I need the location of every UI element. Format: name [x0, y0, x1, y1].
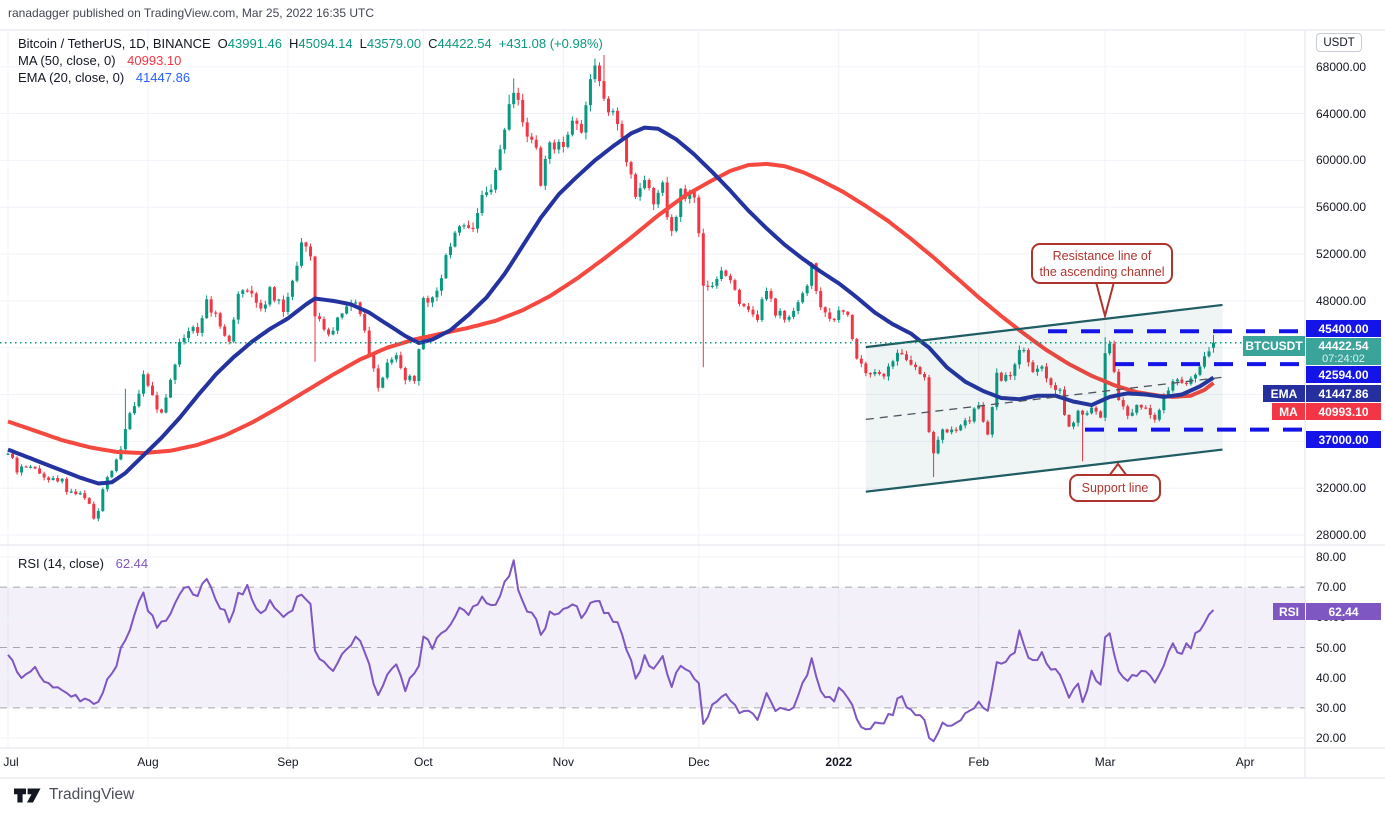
rsi-legend-row: RSI (14, close) 62.44: [18, 556, 148, 571]
rsi-tick-label: 30.00: [1316, 700, 1347, 715]
support-annotation: Support line: [1069, 474, 1161, 502]
tradingview-logo-icon: [14, 788, 41, 803]
price-level-badge-37000: 37000.00: [1306, 431, 1381, 448]
resistance-annotation: Resistance line of the ascending channel: [1031, 243, 1173, 284]
tradingview-brand-text: TradingView: [49, 786, 135, 803]
rsi-line: [7, 559, 1215, 743]
ohlc-high-value: 45094.14: [298, 36, 353, 51]
ema-value-badge: 41447.86: [1306, 385, 1381, 402]
time-axis-label-Dec: Dec: [688, 755, 710, 769]
ohlc-open-value: 43991.46: [227, 36, 283, 51]
time-axis-label-Mar: Mar: [1094, 755, 1116, 769]
ema-legend-value: 41447.86: [135, 70, 191, 85]
channel-resistance-line[interactable]: [865, 303, 1223, 349]
last-price-value: 44422.54: [1318, 338, 1369, 353]
rsi-tick-label: 40.00: [1316, 670, 1347, 685]
time-axis-label-Apr: Apr: [1235, 755, 1255, 769]
ohlc-low-value: 43579.00: [366, 36, 422, 51]
price-tick-label: 68000.00: [1316, 59, 1367, 74]
ma-tag: MA: [1272, 403, 1305, 420]
time-axis-label-Oct: Oct: [414, 755, 433, 769]
price-tick-label: 48000.00: [1316, 293, 1367, 308]
support-annotation-label: Support line: [1081, 481, 1149, 495]
ma50-line: [7, 161, 1215, 456]
channel-midline: [865, 376, 1223, 421]
btcusdt-symbol-tag: BTCUSDT: [1243, 336, 1305, 356]
time-axis-label-Feb: Feb: [968, 755, 990, 769]
ema-legend-label: EMA (20, close, 0): [18, 70, 125, 85]
price-tick-label: 64000.00: [1316, 106, 1367, 121]
change-value: +431.08 (+0.98%): [498, 36, 603, 51]
rsi-tick-label: 20.00: [1316, 731, 1347, 745]
ohlc-close-letter: C: [428, 36, 438, 51]
price-tick-label: 32000.00: [1316, 481, 1367, 496]
ema-tag: EMA: [1263, 385, 1305, 402]
ohlc-open-letter: O: [217, 36, 228, 51]
symbol-title: Bitcoin / TetherUS, 1D, BINANCE: [18, 36, 211, 51]
channel-support-line[interactable]: [865, 448, 1223, 493]
channel-fill: [865, 304, 1223, 492]
rsi-tick-label: 80.00: [1316, 550, 1347, 564]
price-level-badge-45400: 45400.00: [1306, 320, 1381, 337]
legend-ema-row: EMA (20, close, 0) 41447.86: [18, 70, 190, 85]
price-tick-label: 56000.00: [1316, 200, 1367, 215]
rsi-legend-value: 62.44: [115, 556, 149, 571]
resistance-annotation-line2: the ascending channel: [1039, 264, 1165, 279]
candles-layer: [6, 54, 1216, 522]
ma-legend-label: MA (50, close, 0): [18, 53, 116, 68]
ema20-line: [7, 125, 1215, 486]
rsi-tick-label: 50.00: [1316, 640, 1347, 655]
ohlc-close-value: 44422.54: [437, 36, 492, 51]
ma-legend-value: 40993.10: [127, 53, 182, 68]
rsi-value-badge: 62.44: [1306, 603, 1381, 620]
time-axis-label-Nov: Nov: [552, 755, 575, 769]
bar-countdown: 07:24:02: [1322, 352, 1365, 365]
rsi-legend-label: RSI (14, close): [18, 556, 104, 571]
price-tick-label: 52000.00: [1316, 247, 1367, 262]
price-tick-label: 60000.00: [1316, 153, 1367, 168]
time-axis-label-2022: 2022: [825, 755, 853, 769]
price-tick-label: 28000.00: [1316, 528, 1367, 543]
currency-usdt-button[interactable]: USDT: [1316, 33, 1362, 52]
time-axis-label-Sep: Sep: [277, 755, 299, 769]
time-axis-label-Jul: Jul: [3, 755, 19, 769]
published-line: ranadagger published on TradingView.com,…: [8, 6, 375, 20]
resistance-annotation-line1: Resistance line of: [1052, 248, 1152, 263]
time-axis-label-Aug: Aug: [137, 755, 159, 769]
ohlc-low-letter: L: [359, 36, 367, 51]
legend-ma-row: MA (50, close, 0) 40993.10: [18, 53, 181, 68]
price-level-badge-42594: 42594.00: [1306, 366, 1381, 383]
legend-symbol-row: Bitcoin / TetherUS, 1D, BINANCE O43991.46…: [18, 36, 603, 51]
rsi-tick-label: 70.00: [1316, 580, 1347, 595]
ma-value-badge: 40993.10: [1306, 403, 1381, 420]
resistance-annotation-tail: [1094, 281, 1116, 320]
rsi-tag: RSI: [1273, 603, 1305, 620]
last-price-badge: 44422.54 07:24:02: [1306, 338, 1381, 365]
tradingview-logo: TradingView: [14, 786, 134, 804]
ohlc-high-letter: H: [289, 36, 299, 51]
